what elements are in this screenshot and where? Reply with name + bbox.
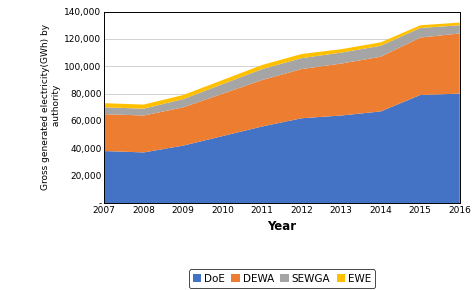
Y-axis label: Gross generated electricity(GWh) by
 authority: Gross generated electricity(GWh) by auth…	[41, 24, 62, 190]
X-axis label: Year: Year	[267, 220, 297, 233]
Legend: DoE, DEWA, SEWGA, EWE: DoE, DEWA, SEWGA, EWE	[189, 269, 375, 288]
